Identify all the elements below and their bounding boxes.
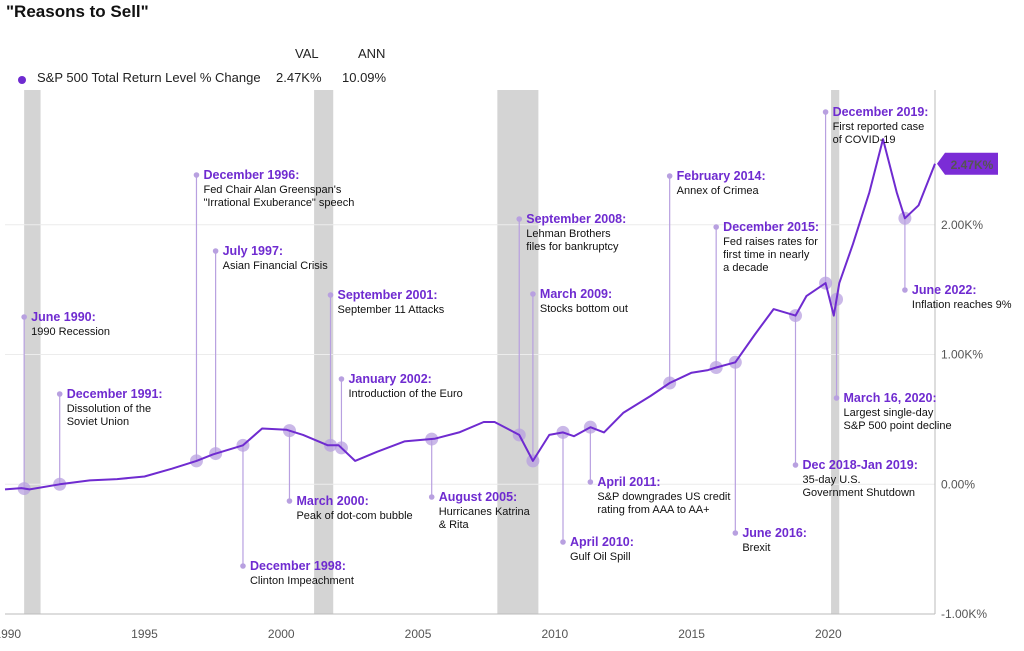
event-pin <box>21 314 27 320</box>
event-pin <box>732 530 739 536</box>
event-description: "Irrational Exuberance" speech <box>203 197 354 209</box>
y-tick-label: -1.00K% <box>941 607 987 621</box>
event-description: Gulf Oil Spill <box>570 551 631 563</box>
event-pin <box>327 292 334 298</box>
event-title: March 16, 2020: <box>844 391 937 405</box>
x-tick-label: 2010 <box>541 627 568 641</box>
x-tick-label: 2000 <box>268 627 295 641</box>
event-pin <box>193 172 200 178</box>
x-tick-label: 2015 <box>678 627 705 641</box>
last-value-label: 2.47K% <box>951 158 994 172</box>
event-title: December 1996: <box>203 168 299 182</box>
last-value-badge <box>937 152 998 175</box>
event-description: September 11 Attacks <box>338 304 445 316</box>
event-description: First reported case <box>833 121 925 133</box>
event-pin <box>56 391 63 397</box>
event-title: March 2009: <box>540 287 612 301</box>
x-tick-label: 2020 <box>815 627 842 641</box>
event-title: September 2008: <box>526 212 626 226</box>
event-title: December 2019: <box>833 105 929 119</box>
event-description: Soviet Union <box>67 416 129 428</box>
legend-val-header: VAL <box>295 46 319 61</box>
event-pin <box>560 539 566 545</box>
event-description: & Rita <box>439 519 470 531</box>
legend-ann-header: ANN <box>358 46 386 61</box>
event-title: September 2001: <box>338 288 438 302</box>
legend-series-marker <box>18 76 26 84</box>
event-description: Hurricanes Katrina <box>439 506 531 518</box>
legend-val: 2.47K% <box>276 70 322 85</box>
event-title: June 2022: <box>912 283 977 297</box>
x-tick-label: 1995 <box>131 627 158 641</box>
recession-band <box>831 90 840 614</box>
chart-title: "Reasons to Sell" <box>6 2 149 21</box>
event-pin <box>587 479 594 485</box>
event-title: April 2010: <box>570 535 634 549</box>
event-pin <box>338 376 345 382</box>
event-pin <box>902 287 908 293</box>
event-title: Dec 2018-Jan 2019: <box>803 458 918 472</box>
event-description: of COVID-19 <box>833 134 896 146</box>
event-title: August 2005: <box>439 490 518 504</box>
legend-series-label[interactable]: S&P 500 Total Return Level % Change <box>37 70 261 85</box>
event-description: rating from AAA to AA+ <box>597 504 709 516</box>
event-description: Introduction of the Euro <box>348 388 462 400</box>
y-tick-label: 0.00% <box>941 477 975 491</box>
x-tick-label: 2005 <box>405 627 432 641</box>
x-tick-label: 1990 <box>0 627 21 641</box>
event-description: Fed Chair Alan Greenspan's <box>203 184 341 196</box>
event-description: files for bankruptcy <box>526 241 619 253</box>
event-title: March 2000: <box>296 494 368 508</box>
event-description: Inflation reaches 9% <box>912 299 1012 311</box>
event-pin <box>792 462 799 468</box>
event-description: Stocks bottom out <box>540 303 628 315</box>
event-title: February 2014: <box>677 169 766 183</box>
event-pin <box>212 248 219 254</box>
recession-band <box>497 90 539 614</box>
series-line <box>4 138 936 491</box>
event-pin <box>666 173 673 179</box>
event-title: April 2011: <box>597 475 660 489</box>
y-tick-label: 1.00K% <box>941 348 983 362</box>
event-pin <box>428 494 435 500</box>
event-pin <box>240 563 246 569</box>
event-pin <box>833 395 840 401</box>
event-description: Asian Financial Crisis <box>223 260 329 272</box>
event-description: Annex of Crimea <box>677 185 760 197</box>
event-pin <box>822 109 829 115</box>
event-title: July 1997: <box>223 244 283 258</box>
event-description: Lehman Brothers <box>526 228 611 240</box>
event-description: Largest single-day <box>844 407 934 419</box>
event-pin <box>530 291 536 297</box>
recession-band <box>314 90 334 614</box>
event-title: December 1998: <box>250 559 346 573</box>
legend-ann: 10.09% <box>342 70 387 85</box>
event-title: June 2016: <box>742 526 807 540</box>
event-description: S&P downgrades US credit <box>597 491 730 503</box>
event-description: 35-day U.S. <box>803 474 861 486</box>
event-description: Government Shutdown <box>803 487 916 499</box>
event-description: a decade <box>723 262 768 274</box>
event-description: Dissolution of the <box>67 403 151 415</box>
y-tick-label: 2.00K% <box>941 218 983 232</box>
event-description: first time in nearly <box>723 249 810 261</box>
event-description: Clinton Impeachment <box>250 575 354 587</box>
event-title: December 2015: <box>723 220 819 234</box>
event-description: S&P 500 point decline <box>844 420 952 432</box>
event-description: Fed raises rates for <box>723 236 818 248</box>
event-title: June 1990: <box>31 310 96 324</box>
event-title: December 1991: <box>67 387 163 401</box>
event-title: January 2002: <box>348 372 431 386</box>
event-description: Brexit <box>742 542 770 554</box>
event-pin <box>713 224 719 230</box>
recession-band <box>24 90 41 614</box>
event-description: 1990 Recession <box>31 326 110 338</box>
event-pin <box>516 216 523 222</box>
event-description: Peak of dot-com bubble <box>296 510 412 522</box>
event-pin <box>286 498 293 504</box>
